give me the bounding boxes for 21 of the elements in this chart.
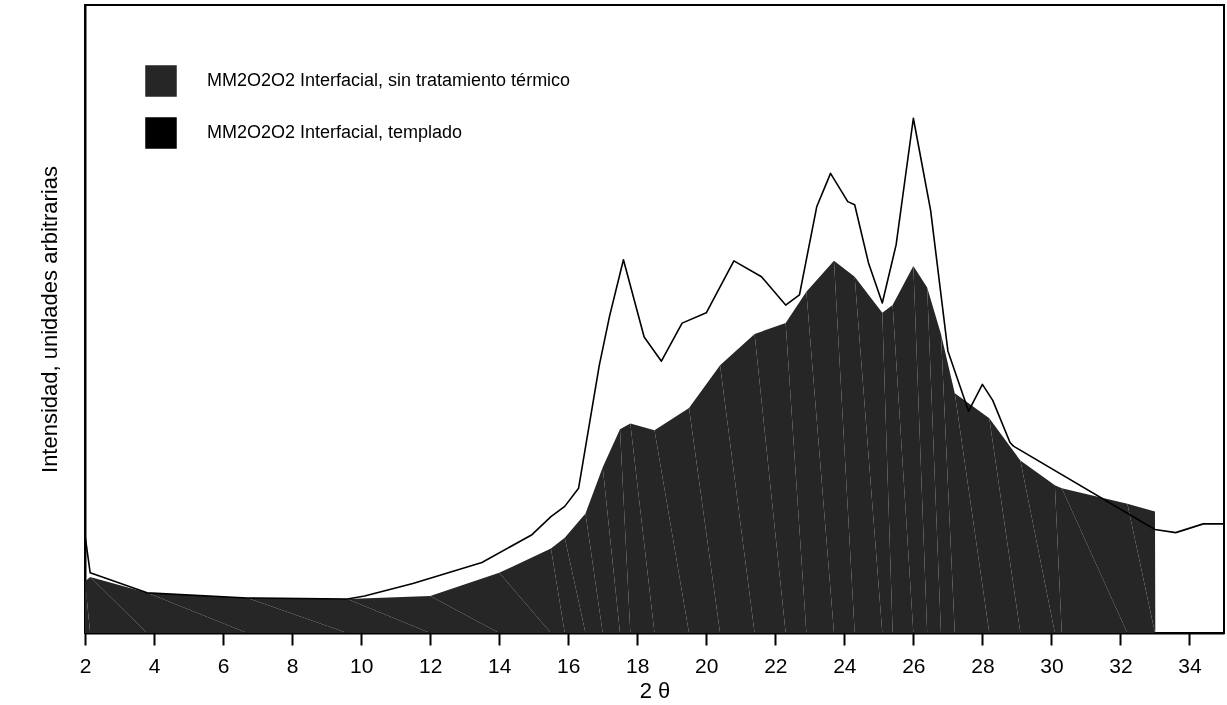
x-tick-label: 6 (217, 653, 230, 677)
legend-label: MM2O2O2 Interfacial, sin tratamiento térmico (207, 70, 571, 90)
x-tick-label: 30 (1040, 653, 1064, 677)
x-tick-label: 4 (148, 653, 161, 677)
x-tick-label: 32 (1109, 653, 1133, 677)
legend-label: MM2O2O2 Interfacial, templado (207, 122, 463, 142)
x-axis-title: 2 θ (639, 677, 671, 703)
x-tick-label: 14 (488, 653, 512, 677)
x-tick-label: 34 (1178, 653, 1202, 677)
y-axis-title: Intensidad, unidades arbitrarias (36, 166, 62, 473)
x-tick-label: 10 (349, 653, 374, 677)
x-tick-label: 20 (695, 653, 719, 677)
x-tick-label: 26 (902, 653, 926, 677)
x-tick-label: 28 (971, 653, 995, 677)
x-tick-label: 16 (557, 653, 581, 677)
x-tick-label: 8 (286, 653, 299, 677)
x-tick-label: 18 (626, 653, 650, 677)
x-tick-label: 12 (418, 653, 443, 677)
x-tick-label: 24 (833, 653, 857, 677)
x-tick-label: 22 (764, 653, 788, 677)
x-tick-label: 2 (79, 653, 92, 677)
